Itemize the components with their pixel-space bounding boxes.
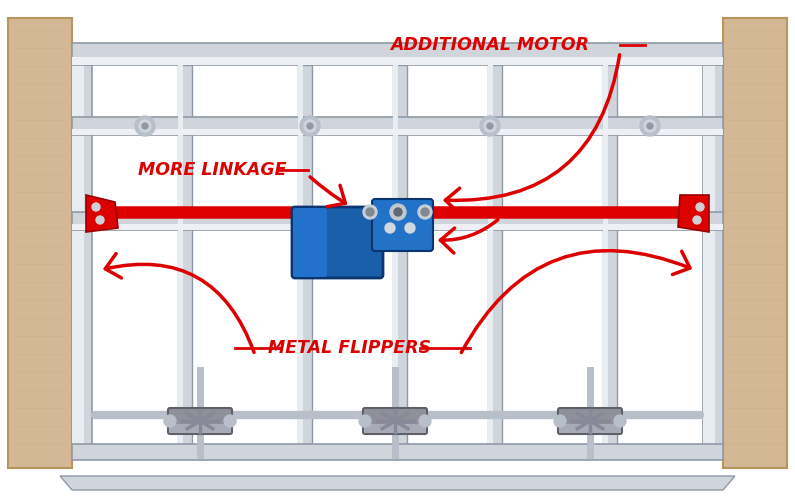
FancyBboxPatch shape xyxy=(72,224,723,230)
FancyBboxPatch shape xyxy=(178,65,192,455)
Circle shape xyxy=(421,208,429,216)
Circle shape xyxy=(647,123,653,129)
Text: MORE LINKAGE: MORE LINKAGE xyxy=(138,161,286,179)
FancyBboxPatch shape xyxy=(372,199,433,251)
Circle shape xyxy=(418,205,432,219)
FancyBboxPatch shape xyxy=(603,65,608,455)
Circle shape xyxy=(300,116,320,136)
FancyBboxPatch shape xyxy=(603,65,617,455)
Circle shape xyxy=(359,415,371,427)
FancyArrowPatch shape xyxy=(310,177,345,207)
Circle shape xyxy=(224,415,236,427)
Circle shape xyxy=(693,216,701,224)
Circle shape xyxy=(366,208,374,216)
Circle shape xyxy=(614,415,626,427)
Circle shape xyxy=(484,120,496,132)
Circle shape xyxy=(405,223,415,233)
FancyBboxPatch shape xyxy=(72,129,723,135)
Polygon shape xyxy=(8,18,72,468)
Circle shape xyxy=(92,203,100,211)
FancyArrowPatch shape xyxy=(440,220,498,253)
Circle shape xyxy=(139,120,151,132)
FancyBboxPatch shape xyxy=(298,65,312,455)
Polygon shape xyxy=(60,476,735,490)
Text: ADDITIONAL MOTOR: ADDITIONAL MOTOR xyxy=(390,36,589,54)
Circle shape xyxy=(307,123,313,129)
Circle shape xyxy=(554,415,566,427)
FancyBboxPatch shape xyxy=(559,424,621,433)
Circle shape xyxy=(419,415,431,427)
FancyArrowPatch shape xyxy=(461,250,690,353)
Circle shape xyxy=(96,216,104,224)
Circle shape xyxy=(487,123,493,129)
Circle shape xyxy=(394,208,402,216)
Text: METAL FLIPPERS: METAL FLIPPERS xyxy=(269,339,432,357)
FancyBboxPatch shape xyxy=(72,65,84,455)
Circle shape xyxy=(164,415,176,427)
FancyBboxPatch shape xyxy=(364,424,426,433)
FancyBboxPatch shape xyxy=(72,57,723,65)
FancyBboxPatch shape xyxy=(393,65,407,455)
Circle shape xyxy=(304,120,316,132)
Circle shape xyxy=(363,205,377,219)
Polygon shape xyxy=(86,195,118,232)
Circle shape xyxy=(644,120,656,132)
Circle shape xyxy=(135,116,155,136)
FancyBboxPatch shape xyxy=(72,65,92,455)
Polygon shape xyxy=(723,18,787,468)
Circle shape xyxy=(142,123,148,129)
FancyBboxPatch shape xyxy=(488,65,493,455)
FancyBboxPatch shape xyxy=(363,408,427,434)
Circle shape xyxy=(390,204,406,220)
FancyBboxPatch shape xyxy=(703,65,723,455)
FancyBboxPatch shape xyxy=(293,208,327,277)
FancyBboxPatch shape xyxy=(298,65,303,455)
FancyBboxPatch shape xyxy=(72,117,723,135)
FancyBboxPatch shape xyxy=(72,212,723,230)
FancyBboxPatch shape xyxy=(178,65,183,455)
FancyBboxPatch shape xyxy=(292,207,383,278)
FancyBboxPatch shape xyxy=(169,424,231,433)
FancyBboxPatch shape xyxy=(393,65,398,455)
Circle shape xyxy=(640,116,660,136)
FancyArrowPatch shape xyxy=(105,253,254,352)
Circle shape xyxy=(385,223,395,233)
FancyBboxPatch shape xyxy=(168,408,232,434)
FancyBboxPatch shape xyxy=(558,408,622,434)
FancyBboxPatch shape xyxy=(703,65,715,455)
Circle shape xyxy=(696,203,704,211)
FancyBboxPatch shape xyxy=(488,65,502,455)
Polygon shape xyxy=(678,195,709,232)
Circle shape xyxy=(480,116,500,136)
FancyArrowPatch shape xyxy=(445,55,619,213)
FancyBboxPatch shape xyxy=(72,444,723,460)
FancyBboxPatch shape xyxy=(72,43,723,65)
